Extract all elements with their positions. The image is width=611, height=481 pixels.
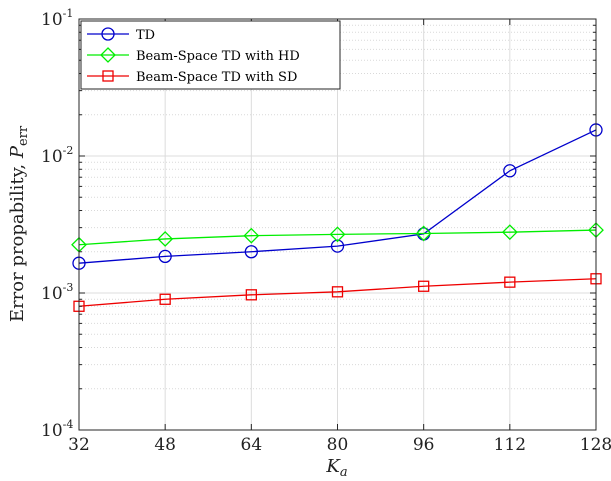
legend: TD Beam-Space TD with HD Beam-Space TD wit…	[80, 20, 341, 90]
y-tick-exponent: -1	[63, 7, 74, 20]
axis-ticks: 10-410-310-210-132 48 64 80 96 112 128	[41, 7, 611, 455]
y-tick-base: 10	[41, 10, 63, 30]
x-tick-label: 112	[494, 435, 526, 455]
legend-marker	[101, 27, 115, 41]
data-point	[158, 249, 172, 264]
legend-marker	[102, 70, 114, 82]
data-point	[503, 164, 517, 178]
y-axis-label: Error propability, Perr	[7, 125, 31, 322]
y-axis-label-var: P	[7, 145, 28, 159]
x-tick-label: 128	[580, 435, 611, 455]
legend-label: Beam-Space TD with HD	[136, 49, 300, 64]
y-tick-label: 10-1	[41, 7, 73, 30]
data-point	[501, 224, 518, 241]
data-point	[157, 231, 174, 247]
data-point	[418, 280, 430, 292]
y-tick-exponent: -3	[63, 281, 74, 294]
legend-marker	[100, 47, 116, 63]
y-tick-label: 10-3	[41, 281, 73, 304]
x-axis-label-var: K	[325, 456, 341, 477]
x-axis-label: Ka	[325, 456, 347, 480]
data-point	[331, 286, 344, 298]
x-tick-label: 80	[327, 435, 349, 455]
y-tick-exponent: -4	[63, 418, 74, 431]
y-tick-base: 10	[41, 421, 63, 441]
data-point	[159, 293, 171, 305]
x-tick-label: 32	[68, 435, 90, 455]
y-tick-base: 10	[41, 147, 63, 167]
series-line	[78, 278, 597, 307]
y-axis-label-sub: err	[16, 125, 31, 146]
y-tick-label: 10-4	[41, 418, 73, 441]
data-point	[504, 276, 516, 288]
x-axis-label-sub: a	[340, 465, 348, 480]
data-point	[244, 245, 258, 259]
y-tick-base: 10	[41, 284, 63, 304]
series-square	[73, 273, 602, 312]
y-tick-exponent: -2	[63, 144, 74, 157]
legend-label: Beam-Space TD with SD	[136, 70, 297, 85]
data-point	[415, 225, 432, 242]
legend-label: TD	[136, 28, 155, 43]
y-axis-label-text: Error propability,	[7, 158, 28, 322]
y-tick-label: 10-2	[41, 144, 73, 167]
data-point	[245, 289, 257, 301]
x-tick-label: 96	[413, 435, 435, 455]
series-line	[78, 129, 597, 264]
data-point	[243, 227, 260, 244]
data-point	[329, 226, 346, 243]
data-point	[330, 239, 345, 253]
x-tick-label: 48	[154, 435, 176, 455]
series-line	[78, 229, 597, 246]
x-tick-label: 64	[241, 435, 263, 455]
